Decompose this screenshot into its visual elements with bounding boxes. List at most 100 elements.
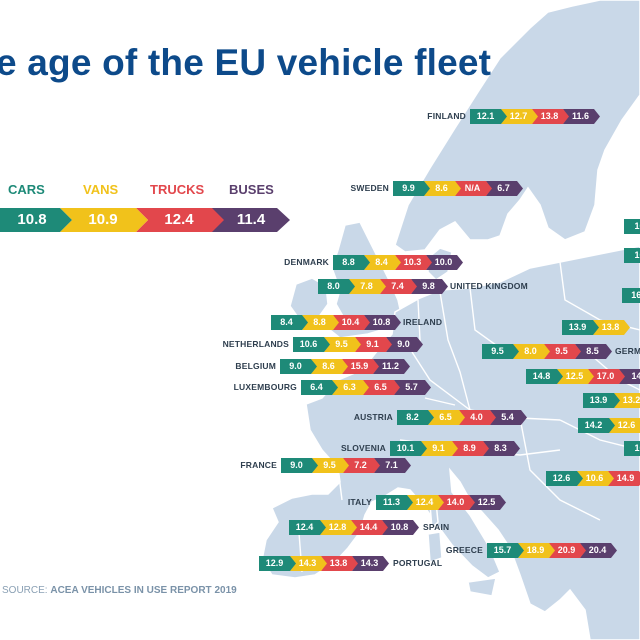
bar-segment-cars: 12.6	[546, 471, 583, 486]
bar-value-vans: 8.4	[375, 257, 388, 267]
bar-segment-buses: 20.4	[580, 543, 617, 558]
bar-value-buses: 11.2	[381, 361, 400, 371]
bar-segment-cars: 8.2	[397, 410, 434, 425]
bar-value-vans: 8.8	[313, 317, 326, 327]
bar-value-buses: 5.7	[405, 382, 418, 392]
bar-segment-trucks: 9.1	[355, 337, 392, 352]
bar-value-vans: 8.6	[322, 361, 335, 371]
bar-segment-buses: 5.7	[394, 380, 431, 395]
legend: CARS VANS TRUCKS BUSES 10.8 10.9 12.4 11…	[0, 182, 300, 242]
bar-value-trucks: 7.2	[354, 460, 367, 470]
bar-value-trucks: 14.4	[359, 522, 378, 532]
bar-value-buses: 9.0	[397, 339, 410, 349]
bar-value-trucks: N/A	[464, 183, 481, 193]
bar-segment-buses: 8.5	[575, 344, 612, 359]
legend-label-trucks: TRUCKS	[150, 182, 205, 197]
bar-value-buses: 9.8	[422, 281, 435, 291]
bar-segment-vans: 8.6	[424, 181, 461, 196]
bar-value-vans: 9.5	[323, 460, 336, 470]
bar-segment-buses: 14	[619, 369, 640, 384]
bar-segment-vans: 18.9	[518, 543, 555, 558]
bar-value-trucks: 10.4	[341, 317, 360, 327]
bar-value-cars: 8.4	[280, 317, 293, 327]
bar-value-vans: 12.8	[328, 522, 347, 532]
bar-value-cars: 13.9	[568, 322, 587, 332]
bar-value-vans: 9.1	[432, 443, 445, 453]
bar-value-vans: 8.6	[435, 183, 448, 193]
bar-segment-cars: 9.9	[393, 181, 430, 196]
bar-value-cars: 12.4	[295, 522, 314, 532]
bar-segment-buses: 5.4	[490, 410, 527, 425]
bar-segment-trucks: 8.9	[452, 441, 489, 456]
source-text: ACEA VEHICLES IN USE REPORT 2019	[50, 585, 237, 596]
country-name: BELGIUM	[235, 361, 276, 371]
bar-value-buses: 6.7	[497, 183, 510, 193]
bar-value-cars: 16	[634, 221, 640, 231]
bar-value-buses: 12.5	[477, 497, 496, 507]
legend-label-buses: BUSES	[229, 182, 274, 197]
bar-segment-cars: 16	[624, 248, 640, 263]
country-name: GREECE	[445, 545, 483, 555]
bar-segment-trucks: 14.4	[351, 520, 388, 535]
bar-value-trucks: 14.0	[446, 497, 465, 507]
bar-value-trucks: 4.0	[470, 412, 483, 422]
legend-value-trucks: 12.4	[164, 211, 194, 228]
country-name: PORTUGAL	[393, 558, 443, 568]
bar-value-vans: 13.8	[601, 322, 620, 332]
country-name: NETHERLANDS	[222, 339, 289, 349]
bar-segment-vans: 7.8	[349, 279, 386, 294]
bar-segment-vans: 12.6	[609, 418, 640, 433]
bar-segment-cars: 13.9	[562, 320, 599, 335]
bar-segment-cars: 6.4	[301, 380, 338, 395]
bar-segment-cars: 10.1	[390, 441, 427, 456]
bar-segment-trucks: 15.9	[342, 359, 379, 374]
bar-segment-trucks: 10.4	[333, 315, 370, 330]
bar-value-buses: 8.3	[494, 443, 507, 453]
bar-value-trucks: 13.8	[329, 558, 348, 568]
country-name: SPAIN	[423, 522, 450, 532]
bar-segment-vans: 8.8	[302, 315, 339, 330]
country-name: GERM	[615, 346, 640, 356]
bar-value-trucks: 6.5	[374, 382, 387, 392]
bar-value-cars: 16	[634, 443, 640, 453]
bar-value-cars: 12.1	[476, 111, 495, 121]
bar-value-cars: 12.9	[265, 558, 284, 568]
bar-value-trucks: 17.0	[596, 371, 615, 381]
sardinia-island	[427, 531, 443, 564]
bar-value-cars: 8.2	[406, 412, 419, 422]
legend-bar-buses	[212, 208, 290, 232]
bar-value-cars: 10.6	[299, 339, 318, 349]
bar-segment-trucks: 6.5	[363, 380, 400, 395]
bar-segment-trucks: 9.5	[544, 344, 581, 359]
bar-segment-buses: 10.0	[426, 255, 463, 270]
bar-value-cars: 13.9	[589, 395, 608, 405]
legend-value-vans: 10.9	[88, 211, 118, 228]
bar-segment-buses: 10.8	[364, 315, 401, 330]
scandinavia-landmass	[394, 0, 640, 253]
bar-segment-vans: 8.0	[513, 344, 550, 359]
bar-segment-cars: 9.5	[482, 344, 519, 359]
bar-segment-cars: 12.4	[289, 520, 326, 535]
bar-value-cars: 11.3	[382, 497, 401, 507]
bar-segment-vans: 12.5	[557, 369, 594, 384]
bar-segment-vans: 8.6	[311, 359, 348, 374]
bar-value-vans: 10.6	[585, 473, 604, 483]
bar-value-trucks: 10.3	[403, 257, 422, 267]
country-name: FINLAND	[427, 111, 466, 121]
bar-value-buses: 10.8	[372, 317, 391, 327]
bar-value-trucks: 9.1	[366, 339, 379, 349]
country-name: AUSTRIA	[353, 412, 393, 422]
bar-value-vans: 12.5	[565, 371, 584, 381]
bar-segment-vans: 13.8	[593, 320, 630, 335]
bar-segment-cars: 16.	[622, 288, 640, 303]
bar-segment-trucks: 14.9	[608, 471, 640, 486]
bar-value-vans: 8.0	[524, 346, 537, 356]
bar-segment-buses: 14.3	[352, 556, 389, 571]
bar-segment-trucks: 7.4	[380, 279, 417, 294]
bar-segment-vans: 12.7	[501, 109, 538, 124]
bar-segment-cars: 12.1	[470, 109, 507, 124]
country-name: SLOVENIA	[340, 443, 386, 453]
bar-value-trucks: 7.4	[391, 281, 404, 291]
bar-segment-cars: 10.6	[293, 337, 330, 352]
bar-value-trucks: 13.8	[540, 111, 559, 121]
